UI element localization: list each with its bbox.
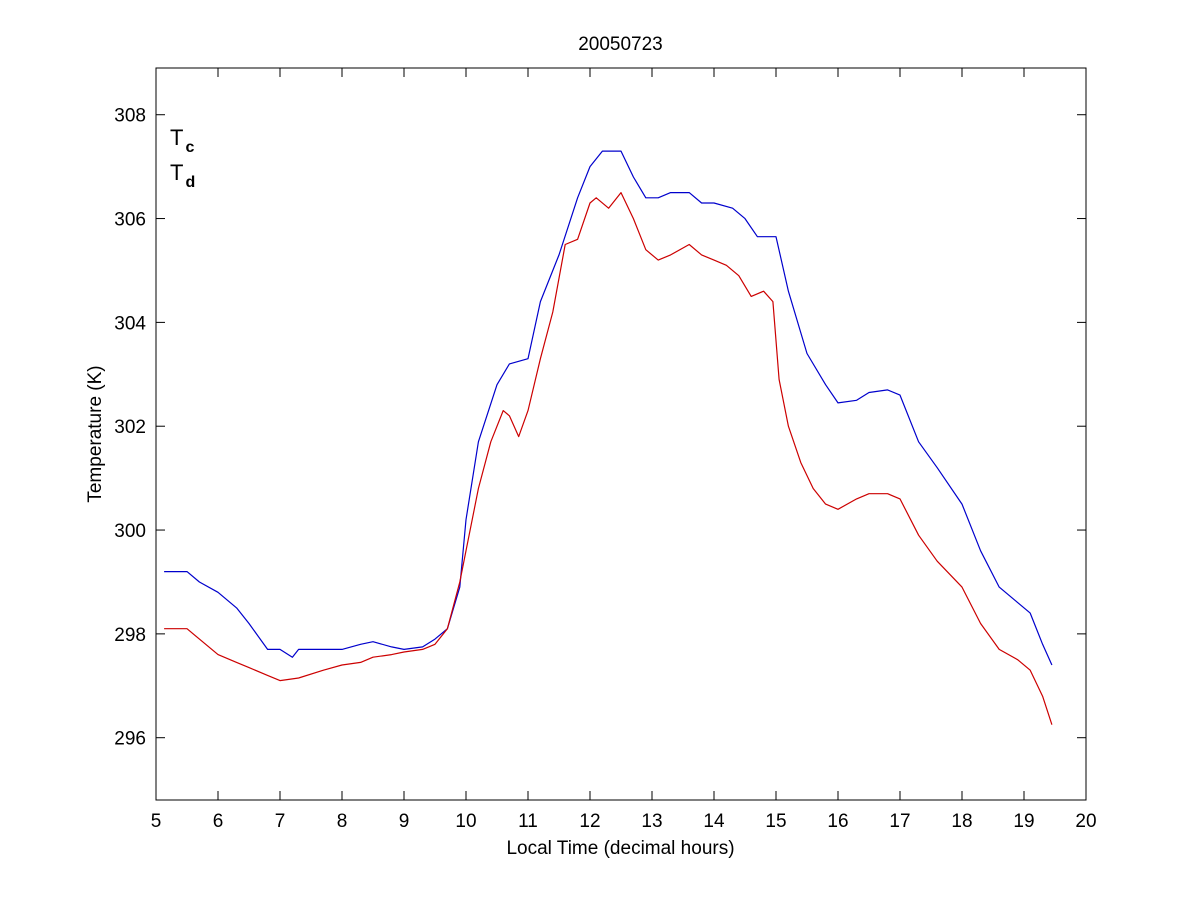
y-tick-label: 296 xyxy=(114,729,146,750)
y-tick-label: 306 xyxy=(114,210,146,231)
x-tick-label: 15 xyxy=(765,811,786,832)
legend-entry-tc-subscript: c xyxy=(185,139,194,156)
y-axis: 296 298 300 302 304 306 308 xyxy=(114,106,1086,750)
legend-entry-td-name: T xyxy=(170,160,183,185)
x-tick-label: 5 xyxy=(151,811,162,832)
x-tick-label: 17 xyxy=(889,811,910,832)
y-tick-label: 298 xyxy=(114,625,146,646)
chart-title: 20050723 xyxy=(578,34,663,55)
x-tick-label: 16 xyxy=(827,811,848,832)
series-line-td xyxy=(164,192,1053,725)
x-tick-label: 9 xyxy=(399,811,410,832)
legend-entry-td-subscript: d xyxy=(185,174,195,191)
x-tick-label: 11 xyxy=(518,811,538,832)
series-layer xyxy=(164,150,1053,725)
y-axis-label: Temperature (K) xyxy=(85,365,106,502)
x-tick-label: 19 xyxy=(1013,811,1034,832)
x-tick-label: 7 xyxy=(275,811,286,832)
x-tick-label: 12 xyxy=(579,811,600,832)
series-line-tc xyxy=(164,150,1053,666)
y-tick-label: 300 xyxy=(114,521,146,542)
x-tick-label: 10 xyxy=(455,811,476,832)
x-tick-label: 20 xyxy=(1075,811,1096,832)
y-tick-label: 302 xyxy=(114,417,146,438)
y-tick-label: 304 xyxy=(114,313,146,334)
plot-area-frame xyxy=(155,67,1087,801)
x-tick-label: 8 xyxy=(337,811,348,832)
x-axis: 5 6 7 8 9 10 11 12 13 14 15 16 17 18 19 20 xyxy=(151,68,1097,832)
x-tick-label: 13 xyxy=(641,811,662,832)
legend-entry-tc-name: T xyxy=(170,125,183,150)
x-tick-label: 18 xyxy=(951,811,972,832)
y-tick-label: 308 xyxy=(114,106,146,127)
x-axis-label: Local Time (decimal hours) xyxy=(506,838,734,859)
x-tick-label: 6 xyxy=(213,811,224,832)
x-tick-label: 14 xyxy=(703,811,725,832)
